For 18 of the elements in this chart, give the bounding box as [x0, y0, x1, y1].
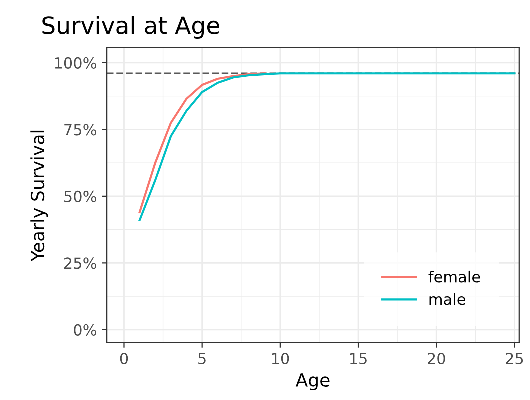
legend-label: male	[430, 293, 466, 306]
line-series	[138, 72, 266, 214]
y-tick-label: 75%	[64, 124, 96, 136]
y-tick-label: 25%	[64, 258, 96, 270]
x-tick-label: 20	[428, 352, 446, 365]
x-tick-label: 5	[198, 353, 206, 365]
chart-title: Survival at Age	[42, 16, 220, 40]
x-axis-title: Age	[296, 374, 330, 391]
line-series	[138, 72, 516, 222]
legend-label: female	[428, 270, 480, 283]
y-tick-label: 100%	[55, 57, 96, 69]
x-tick-label: 0	[120, 352, 128, 365]
y-axis-title: Yearly Survival	[30, 130, 48, 262]
y-tick-label: 0%	[74, 324, 96, 336]
x-tick-label: 10	[272, 352, 290, 365]
x-tick-label: 25	[506, 352, 524, 365]
x-tick-label: 15	[350, 353, 367, 365]
y-tick-label: 50%	[64, 190, 96, 202]
